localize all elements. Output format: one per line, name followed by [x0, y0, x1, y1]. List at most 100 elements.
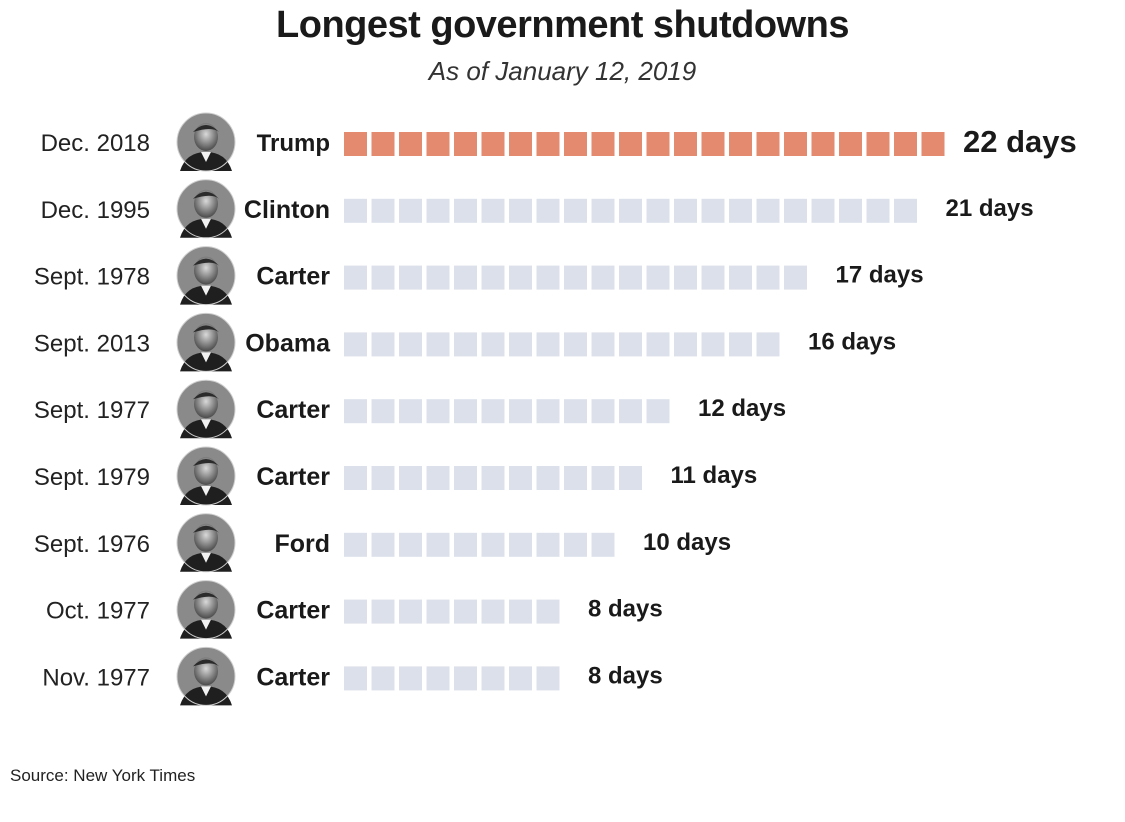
day-square — [426, 265, 450, 290]
day-square — [344, 265, 367, 290]
day-square — [481, 666, 505, 691]
president-avatar — [176, 446, 236, 506]
date-label: Sept. 1978 — [34, 264, 150, 291]
date-label: Dec. 1995 — [41, 197, 150, 224]
president-name: Carter — [256, 396, 330, 424]
chart-subtitle: As of January 12, 2019 — [428, 56, 697, 86]
day-square — [509, 399, 532, 424]
day-square — [426, 599, 450, 624]
day-square — [454, 132, 477, 156]
day-square — [426, 332, 450, 357]
day-square — [344, 666, 367, 691]
president-name: Carter — [256, 663, 330, 691]
president-avatar — [176, 112, 236, 172]
day-square — [399, 265, 422, 290]
day-square — [344, 399, 367, 424]
day-square — [674, 332, 697, 357]
day-square — [921, 132, 945, 156]
day-square — [839, 198, 862, 223]
day-square — [509, 265, 532, 290]
day-square — [646, 265, 670, 290]
day-square — [426, 198, 450, 223]
president-avatar — [176, 646, 236, 706]
president-name: Ford — [274, 530, 330, 558]
day-square — [811, 198, 835, 223]
day-square — [591, 532, 615, 557]
day-square — [701, 198, 725, 223]
chart-row: Sept. 2013 Obama 16 days — [34, 312, 896, 372]
day-square — [646, 399, 670, 424]
day-square — [371, 666, 395, 691]
day-square — [344, 332, 367, 357]
president-name: Carter — [256, 597, 330, 625]
day-square — [536, 666, 560, 691]
day-square — [591, 399, 615, 424]
day-square — [426, 532, 450, 557]
day-square — [591, 332, 615, 357]
day-square — [536, 466, 560, 490]
day-square — [481, 265, 505, 290]
chart-row: Sept. 1977 Carter 12 days — [34, 379, 786, 439]
day-square — [674, 132, 697, 156]
chart-row: Oct. 1977 Carter 8 days — [46, 580, 663, 640]
day-square — [646, 198, 670, 223]
day-square — [509, 599, 532, 624]
day-square — [344, 132, 367, 156]
day-square — [399, 599, 422, 624]
day-square — [454, 532, 477, 557]
day-square — [729, 198, 752, 223]
chart-row: Dec. 2018 Trump 22 days — [41, 112, 1077, 172]
day-square — [481, 132, 505, 156]
day-square — [454, 666, 477, 691]
day-square — [509, 532, 532, 557]
day-square — [371, 132, 395, 156]
day-square — [839, 132, 862, 156]
day-square — [454, 198, 477, 223]
president-name: Carter — [256, 263, 330, 291]
day-square — [399, 332, 422, 357]
day-square — [564, 198, 587, 223]
day-square — [646, 132, 670, 156]
day-square — [454, 599, 477, 624]
chart-row: Nov. 1977 Carter 8 days — [42, 646, 663, 706]
day-square — [619, 198, 642, 223]
president-avatar — [176, 580, 236, 640]
day-square — [481, 466, 505, 490]
day-square — [536, 332, 560, 357]
day-square — [894, 198, 917, 223]
day-square — [399, 466, 422, 490]
day-square — [591, 466, 615, 490]
day-square — [371, 265, 395, 290]
day-square — [729, 132, 752, 156]
president-avatar — [176, 312, 236, 372]
day-square — [426, 666, 450, 691]
president-name: Carter — [256, 463, 330, 491]
day-square — [729, 332, 752, 357]
day-square — [454, 466, 477, 490]
day-square — [536, 399, 560, 424]
day-square — [344, 599, 367, 624]
president-avatar — [176, 179, 236, 239]
president-name: Obama — [245, 329, 331, 357]
chart-row: Sept. 1978 Carter 17 days — [34, 246, 924, 306]
day-square — [454, 332, 477, 357]
day-square — [564, 466, 587, 490]
day-square — [371, 198, 395, 223]
date-label: Sept. 1979 — [34, 464, 150, 491]
day-square — [619, 132, 642, 156]
day-square — [894, 132, 917, 156]
date-label: Sept. 1977 — [34, 397, 150, 424]
day-square — [591, 198, 615, 223]
day-square — [454, 265, 477, 290]
day-square — [701, 132, 725, 156]
day-square — [509, 332, 532, 357]
day-square — [399, 666, 422, 691]
day-square — [674, 198, 697, 223]
value-label: 17 days — [836, 262, 924, 289]
date-label: Nov. 1977 — [42, 664, 150, 691]
day-square — [481, 599, 505, 624]
value-label: 16 days — [808, 328, 896, 355]
value-label: 8 days — [588, 596, 663, 623]
value-label: 12 days — [698, 395, 786, 422]
